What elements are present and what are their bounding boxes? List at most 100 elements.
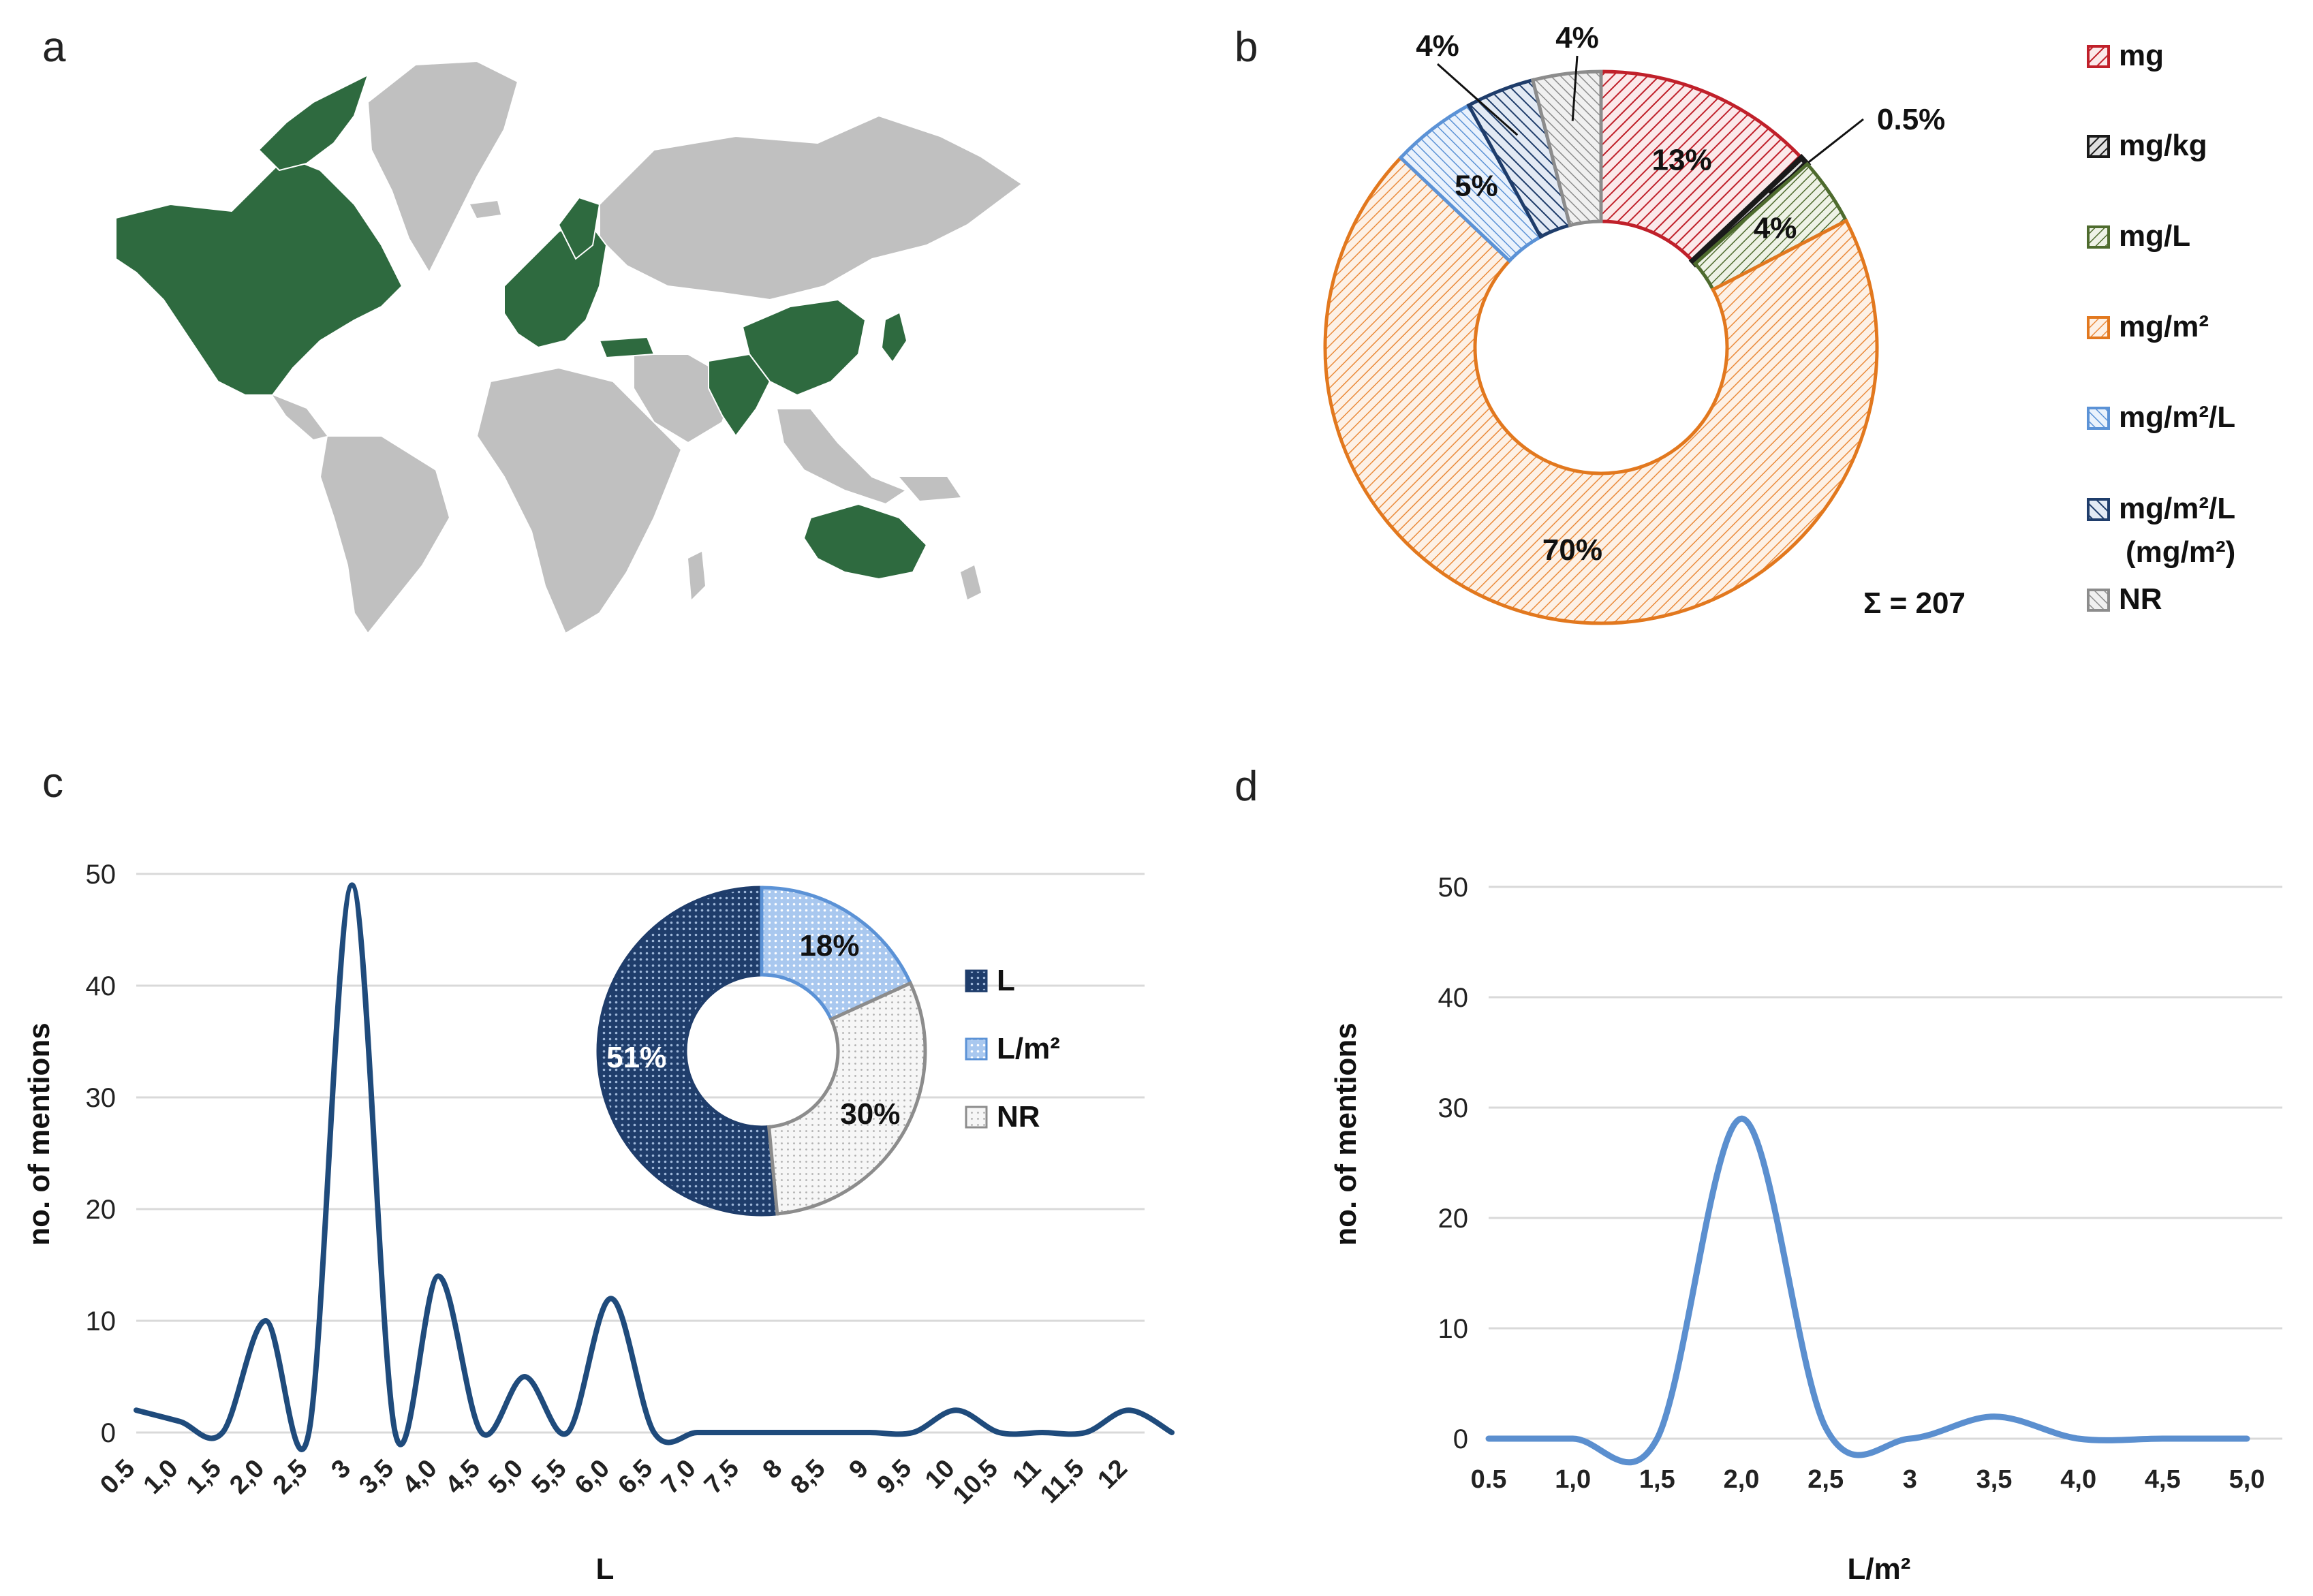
x-tick-label-6-0: 6,0 (570, 1454, 615, 1500)
legend-c-Lm2: L/m² (965, 1032, 1060, 1065)
legend-b-NR: NR (2087, 582, 2162, 616)
map-japan (882, 313, 906, 361)
y-tick-label-40: 40 (1438, 983, 1469, 1013)
x-tick-label-1-5: 1,5 (1639, 1465, 1675, 1494)
donut-b-slice-mg-0 (1599, 69, 1804, 264)
chart-c-ylabel: no. of mentions (22, 1022, 56, 1246)
x-tick-label-4-0: 4,0 (397, 1454, 443, 1500)
x-tick-label-10-5: 10,5 (948, 1454, 1004, 1510)
map-china (741, 298, 867, 396)
donut-b-label-1: 0.5% (1877, 103, 1945, 136)
chart-c-xlabel: L (596, 1552, 615, 1586)
x-tick-label-0-5: 0.5 (1471, 1465, 1507, 1494)
map-southeast-asia (775, 408, 908, 505)
donut-c-slice-l (596, 886, 779, 1217)
legend-b-mgkg: mg/kg (2087, 129, 2207, 162)
y-tick-label-0: 0 (1453, 1424, 1468, 1454)
legend-b-mgm2L: mg/m²/L (2087, 401, 2235, 434)
y-tick-label-30: 30 (86, 1083, 117, 1113)
donut-b-slice-nr-6 (1530, 69, 1603, 228)
svg-text:mg: mg (2119, 39, 2164, 72)
donut-chart-b: 13% 0.5% 4% 70% 5% 4% 4% (1323, 21, 1945, 625)
map-central-america (273, 395, 327, 439)
x-tick-label-4-5: 4,5 (2145, 1465, 2181, 1494)
y-tick-label-50: 50 (86, 860, 117, 890)
svg-text:NR: NR (997, 1100, 1040, 1133)
donut-b-slice-mg-m-3 (1323, 155, 1879, 625)
panel-letter-d: d (1235, 763, 1258, 810)
legend-b-mg: mg (2087, 39, 2164, 72)
svg-text:L: L (997, 964, 1015, 997)
map-new-zealand (961, 565, 981, 599)
donut-b-label-3: 70% (1542, 533, 1602, 567)
donut-b-leader-6 (1571, 55, 1579, 121)
y-tick-label-10: 10 (1438, 1314, 1469, 1344)
svg-text:NR: NR (2119, 582, 2162, 616)
map-iceland (470, 201, 501, 218)
x-tick-label-8-5: 8,5 (786, 1454, 831, 1500)
x-tick-label-5-0: 5,0 (483, 1454, 529, 1500)
x-tick-label-8: 8 (758, 1454, 788, 1485)
donut-c-label-nr: 30% (840, 1097, 900, 1131)
map-north-america (115, 155, 403, 396)
svg-text:mg/m²: mg/m² (2119, 310, 2209, 343)
legend-c-L: L (965, 964, 1015, 997)
donut-b-label-2: 4% (1754, 212, 1797, 245)
x-tick-label-1-5: 1,5 (181, 1454, 227, 1500)
svg-text:L/m²: L/m² (997, 1032, 1060, 1065)
line-chart-d: 0 10 20 30 40 50 0.5 1,0 1,5 2,0 2,5 3 3,5 4,0 4,5 5,0 (1438, 873, 2282, 1494)
map-africa (476, 366, 683, 635)
svg-text:mg/kg: mg/kg (2119, 129, 2207, 162)
map-arctic-canada (258, 74, 369, 172)
x-tick-label-1-0: 1,0 (138, 1454, 184, 1500)
svg-text:mg/m²/L: mg/m²/L (2119, 401, 2235, 434)
y-tick-label-40: 40 (86, 971, 117, 1001)
donut-b-leader-5 (1437, 63, 1519, 136)
map-turkey (598, 336, 655, 359)
y-tick-label-0: 0 (101, 1418, 116, 1448)
svg-text:mg/m²/L: mg/m²/L (2119, 492, 2235, 525)
x-tick-label-3-5: 3,5 (1976, 1465, 2013, 1494)
x-tick-label-11-5: 11,5 (1035, 1454, 1090, 1509)
svg-text:(mg/m²): (mg/m²) (2126, 535, 2235, 569)
chart-d-ylabel: no. of mentions (1329, 1022, 1363, 1246)
panel-letter-c: c (42, 760, 63, 807)
donut-c-slice-nr (766, 980, 927, 1216)
legend-c: L L/m² NR (965, 964, 1060, 1133)
svg-text:mg/L: mg/L (2119, 219, 2190, 253)
map-russia-asia (599, 114, 1023, 301)
legend-c-NR: NR (965, 1100, 1040, 1133)
world-map (115, 60, 1023, 635)
legend-b-mgL: mg/L (2087, 219, 2190, 253)
legend-b: mg mg/kg mg/L mg/m² mg/m²/L mg/m²/L (mg/m… (2087, 39, 2235, 616)
donut-b-sum-label: Σ = 207 (1863, 586, 1966, 620)
x-tick-label-0-5: 0.5 (95, 1454, 140, 1500)
donut-c-slice-l-m (760, 886, 913, 1022)
y-tick-label-30: 30 (1438, 1093, 1469, 1123)
legend-b-mgm2: mg/m² (2087, 310, 2209, 343)
x-tick-label-4-0: 4,0 (2060, 1465, 2096, 1494)
x-tick-label-2-5: 2,5 (268, 1454, 313, 1500)
donut-b-label-0: 13% (1652, 143, 1712, 176)
x-tick-label-2-5: 2,5 (1807, 1465, 1844, 1494)
x-tick-label-1-0: 1,0 (1555, 1465, 1591, 1494)
x-tick-label-6-5: 6,5 (612, 1454, 658, 1500)
x-tick-label-3: 3 (326, 1454, 356, 1485)
x-tick-label-9-5: 9,5 (871, 1454, 917, 1500)
x-tick-label-5-5: 5,5 (527, 1454, 572, 1500)
panel-letter-b: b (1235, 24, 1258, 71)
y-tick-label-20: 20 (86, 1195, 117, 1225)
donut-b-label-5: 4% (1416, 29, 1459, 63)
map-greenland (367, 60, 519, 275)
donut-b-label-6: 4% (1555, 21, 1599, 54)
donut-b-label-4: 5% (1455, 169, 1498, 202)
x-tick-label-3-5: 3,5 (354, 1454, 399, 1500)
map-madagascar (688, 552, 705, 599)
y-tick-label-10: 10 (86, 1306, 117, 1336)
x-tick-label-9: 9 (843, 1454, 874, 1485)
x-tick-label-7-5: 7,5 (699, 1454, 745, 1500)
x-tick-label-7-0: 7,0 (656, 1454, 702, 1500)
donut-c-label-l-m: 18% (799, 929, 859, 963)
map-new-guinea (899, 477, 961, 501)
